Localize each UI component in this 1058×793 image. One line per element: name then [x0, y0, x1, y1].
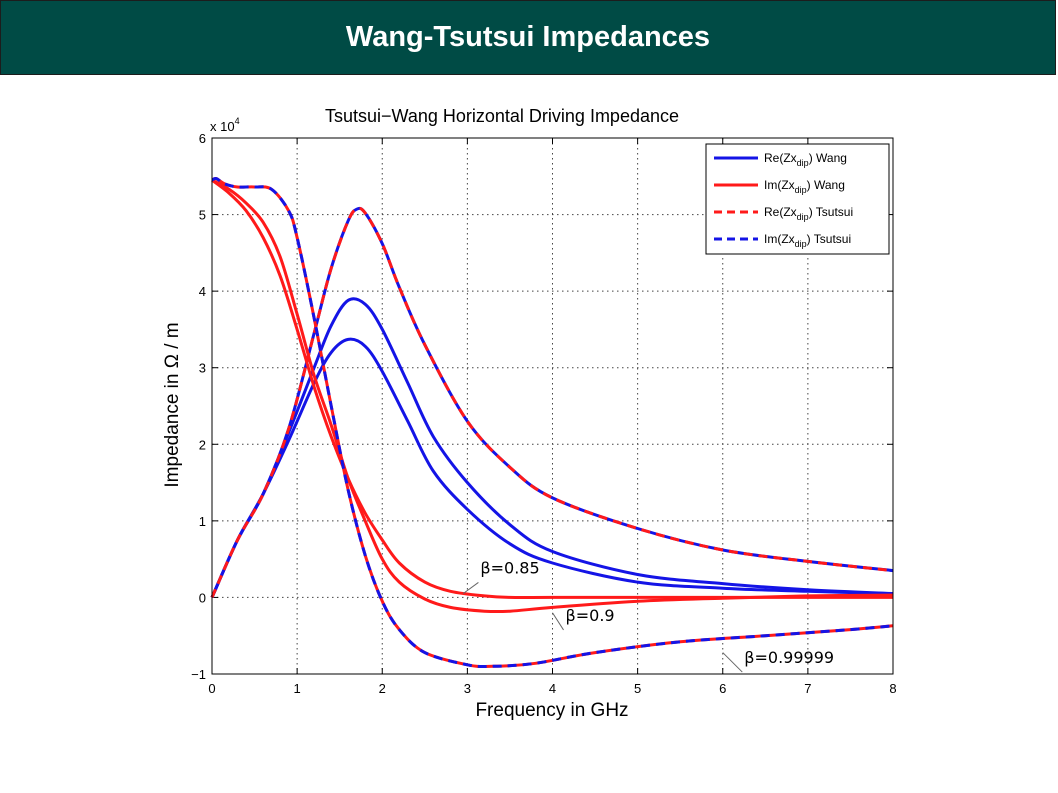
y-axis-label: Impedance in Ω / m [162, 322, 183, 487]
curves [210, 176, 894, 669]
annotation-leader [462, 582, 479, 595]
x-tick-label: 6 [719, 681, 726, 696]
x-axis-label: Frequency in GHz [475, 700, 628, 721]
legend-box [705, 143, 890, 255]
y-multiplier-base: x 10 [210, 119, 235, 134]
x-tick-label: 8 [889, 681, 896, 696]
annotation-leader [552, 612, 564, 631]
legend-label: Im(Zxdip) Tsutsui [764, 232, 851, 249]
series-line [211, 176, 894, 669]
y-multiplier: x 104 [210, 116, 240, 134]
x-tick-label: 0 [208, 681, 215, 696]
banner-title: Wang-Tsutsui Impedances [345, 21, 711, 53]
x-tick-label: 4 [549, 681, 556, 696]
banner: Wang-Tsutsui Impedances [0, 0, 1056, 75]
x-tick-label: 3 [464, 681, 471, 696]
series-line [210, 337, 894, 599]
annotation-leader [722, 652, 743, 673]
x-tick-label: 5 [634, 681, 641, 696]
annotation-label: β=0.99999 [744, 648, 834, 667]
y-tick-label: 6 [199, 131, 206, 146]
y-tick-label: 5 [199, 208, 206, 223]
y-tick-label: 3 [199, 361, 206, 376]
annotations: β=0.85 β=0.9 β=0.99999 [462, 558, 834, 673]
annotation-label: β=0.9 [566, 606, 615, 625]
y-tick-label: −1 [191, 667, 206, 682]
legend: Re(Zxdip) Wang Im(Zxdip) Wang Re(Zxdip) Ts… [705, 143, 890, 255]
x-tick-label: 2 [379, 681, 386, 696]
x-tick-label: 1 [294, 681, 301, 696]
axes-box [211, 137, 894, 675]
y-tick-label: 2 [199, 437, 206, 452]
x-tick-label: 7 [804, 681, 811, 696]
chart-title: Tsutsui−Wang Horizontal Driving Impedanc… [325, 106, 679, 126]
legend-label: Im(Zxdip) Wang [764, 178, 845, 195]
y-tick-label: 0 [199, 590, 206, 605]
series-line [210, 206, 894, 599]
series-line [211, 178, 893, 600]
legend-label: Re(Zxdip) Tsutsui [764, 205, 853, 222]
annotation-label: β=0.85 [480, 558, 539, 577]
y-tick-label: 1 [199, 514, 206, 529]
legend-label: Re(Zxdip) Wang [764, 151, 847, 168]
y-tick-label: 4 [199, 284, 206, 299]
y-multiplier-exp: 4 [235, 116, 240, 126]
series-line [211, 178, 894, 614]
